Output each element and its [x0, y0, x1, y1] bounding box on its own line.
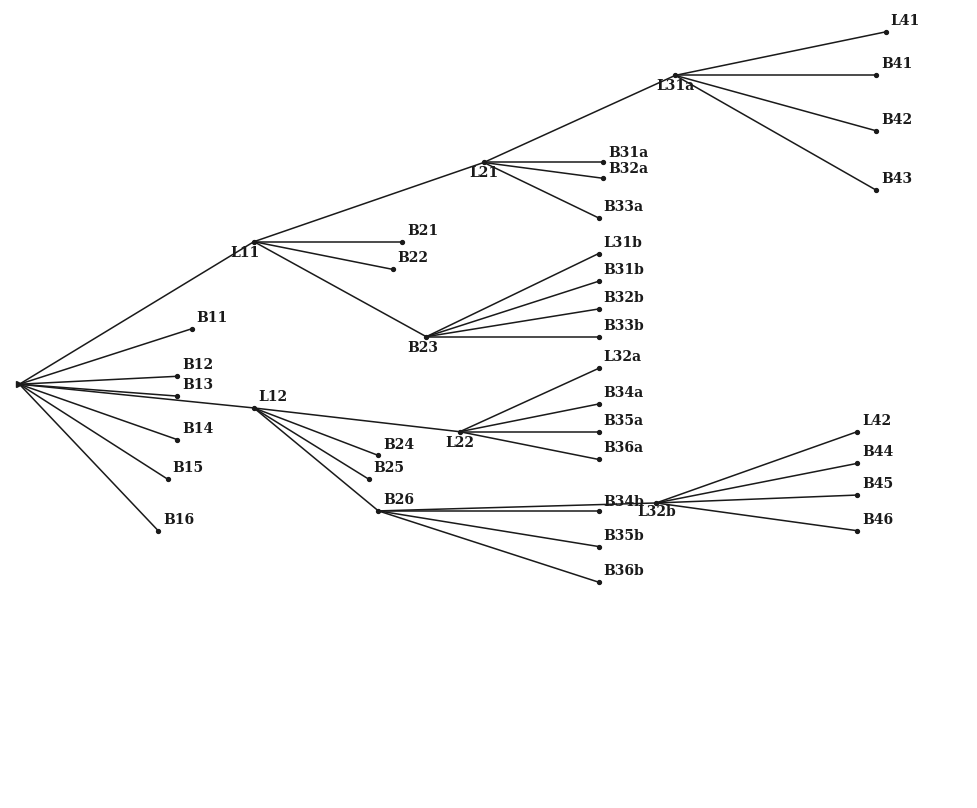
- Text: B23: B23: [407, 341, 438, 355]
- Text: B33b: B33b: [604, 318, 644, 333]
- Text: B16: B16: [163, 513, 194, 527]
- Text: L22: L22: [446, 436, 475, 450]
- Text: B31b: B31b: [604, 263, 644, 277]
- Text: B32b: B32b: [604, 291, 644, 305]
- Text: B44: B44: [862, 445, 893, 460]
- Text: B14: B14: [182, 422, 213, 436]
- Text: B46: B46: [862, 513, 893, 527]
- Text: B45: B45: [862, 477, 893, 491]
- Text: L41: L41: [891, 14, 920, 28]
- Text: L21: L21: [469, 166, 498, 180]
- Text: B42: B42: [881, 113, 913, 127]
- Text: B35b: B35b: [604, 528, 644, 543]
- Text: B21: B21: [407, 224, 439, 238]
- Text: L32b: L32b: [637, 505, 676, 520]
- Text: B13: B13: [182, 378, 213, 392]
- Text: B15: B15: [173, 461, 203, 475]
- Text: L32a: L32a: [604, 351, 642, 364]
- Text: L12: L12: [259, 390, 288, 404]
- Text: B36b: B36b: [604, 564, 644, 579]
- Text: B34b: B34b: [604, 494, 644, 508]
- Text: B11: B11: [196, 311, 228, 325]
- Text: B25: B25: [373, 461, 404, 475]
- Text: B31a: B31a: [608, 146, 649, 160]
- Text: B33a: B33a: [604, 200, 644, 214]
- Text: B12: B12: [182, 358, 213, 372]
- Text: B36a: B36a: [604, 441, 644, 456]
- Text: B34a: B34a: [604, 386, 644, 400]
- Text: B24: B24: [383, 437, 414, 452]
- Text: B22: B22: [398, 251, 429, 266]
- Text: L31b: L31b: [604, 236, 642, 250]
- Text: L42: L42: [862, 414, 891, 427]
- Text: B32a: B32a: [608, 162, 649, 176]
- Text: L11: L11: [230, 246, 259, 259]
- Text: B35a: B35a: [604, 414, 644, 427]
- Text: B41: B41: [881, 57, 913, 71]
- Text: B26: B26: [383, 493, 414, 507]
- Text: L31a: L31a: [657, 79, 695, 94]
- Text: B43: B43: [881, 172, 913, 187]
